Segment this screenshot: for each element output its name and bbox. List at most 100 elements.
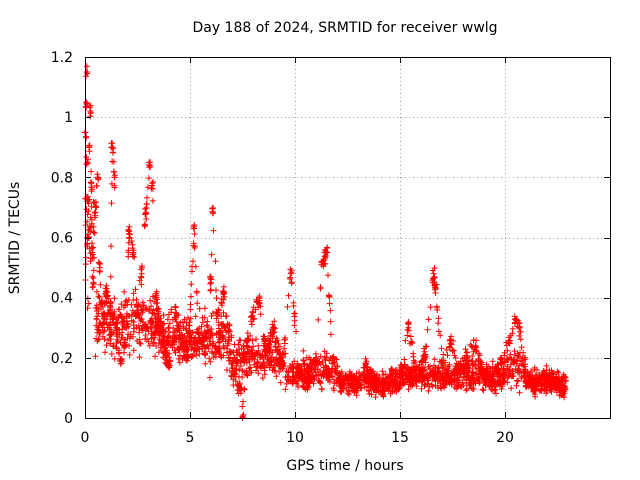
data-point (367, 366, 373, 373)
data-point (221, 344, 227, 351)
data-point (183, 319, 190, 326)
data-point (321, 355, 328, 361)
data-point (305, 384, 312, 391)
data-point (402, 337, 409, 344)
data-point (125, 239, 132, 246)
data-point (263, 347, 270, 354)
data-point (468, 376, 475, 382)
data-point (98, 299, 104, 305)
data-point (102, 349, 109, 356)
y-axis-label: SRMTID / TECUs (7, 182, 23, 295)
y-tick-label: 0.6 (51, 231, 73, 247)
data-point (236, 346, 243, 353)
data-point (422, 354, 429, 361)
data-point (312, 350, 319, 357)
data-point (333, 356, 340, 363)
data-point (166, 329, 173, 336)
x-tick-label: 0 (81, 430, 90, 446)
data-point (560, 383, 567, 390)
data-point (473, 337, 480, 344)
data-point (330, 353, 337, 360)
data-point (136, 336, 143, 343)
data-point (172, 303, 179, 310)
data-point (549, 384, 555, 391)
data-point (237, 363, 244, 369)
data-point (89, 251, 96, 258)
data-point (193, 338, 200, 345)
data-point (452, 368, 459, 375)
data-point (326, 300, 333, 307)
data-point (279, 360, 286, 367)
data-point (232, 378, 239, 385)
data-point (108, 200, 115, 207)
data-point (246, 365, 253, 372)
data-point (508, 373, 515, 380)
data-point (143, 306, 150, 313)
data-point (125, 227, 132, 234)
data-point (92, 353, 99, 360)
data-point (337, 388, 344, 395)
data-point (404, 374, 411, 381)
data-point (506, 340, 513, 347)
data-point (158, 324, 165, 331)
data-point (325, 272, 331, 279)
data-point (306, 354, 313, 361)
data-point (119, 318, 126, 325)
data-point (107, 340, 114, 347)
data-point (318, 372, 325, 379)
data-point (532, 393, 539, 400)
data-point (431, 281, 438, 288)
data-point (469, 385, 476, 392)
data-point (191, 351, 198, 357)
data-point (261, 367, 268, 374)
data-point (193, 288, 200, 295)
axis-ticks: 0 5 10 15 20 0 0.2 0.4 0.6 0.8 1 1.2 (51, 50, 610, 446)
chart-title: Day 188 of 2024, SRMTID for receiver wwl… (192, 20, 497, 36)
data-point (90, 280, 97, 287)
data-point (107, 332, 113, 338)
data-point (84, 63, 90, 70)
data-point (226, 338, 233, 345)
data-point (558, 378, 565, 385)
x-tick-label: 10 (286, 430, 304, 446)
data-point (94, 313, 101, 320)
data-point (446, 337, 453, 344)
data-point (293, 328, 300, 335)
data-point (272, 344, 279, 351)
x-tick-label: 20 (496, 430, 514, 446)
data-point (87, 179, 94, 186)
data-point (130, 322, 137, 329)
data-point (166, 364, 173, 371)
data-point (513, 382, 520, 389)
data-point (237, 357, 244, 364)
data-point (169, 344, 176, 351)
data-point (324, 249, 331, 256)
data-point (189, 344, 196, 351)
data-point (239, 414, 246, 421)
data-point (103, 342, 110, 349)
data-point (301, 360, 308, 367)
data-point (169, 333, 176, 340)
data-point (85, 200, 92, 207)
data-point (120, 318, 127, 324)
data-point (147, 297, 154, 304)
data-point (549, 375, 556, 382)
x-tick-label: 15 (391, 430, 409, 446)
data-point (206, 338, 213, 345)
data-point (496, 377, 503, 384)
data-point (490, 380, 497, 387)
data-point (155, 305, 162, 312)
data-point (404, 326, 411, 333)
data-point (110, 168, 117, 175)
data-point (88, 245, 95, 252)
data-point (207, 273, 214, 280)
data-point (228, 361, 235, 368)
data-point (355, 387, 361, 394)
data-point (202, 336, 209, 343)
data-point (436, 368, 443, 374)
data-point (202, 351, 208, 358)
data-point (514, 367, 521, 374)
data-point (205, 327, 212, 334)
data-point (463, 386, 470, 392)
data-point (151, 334, 158, 341)
